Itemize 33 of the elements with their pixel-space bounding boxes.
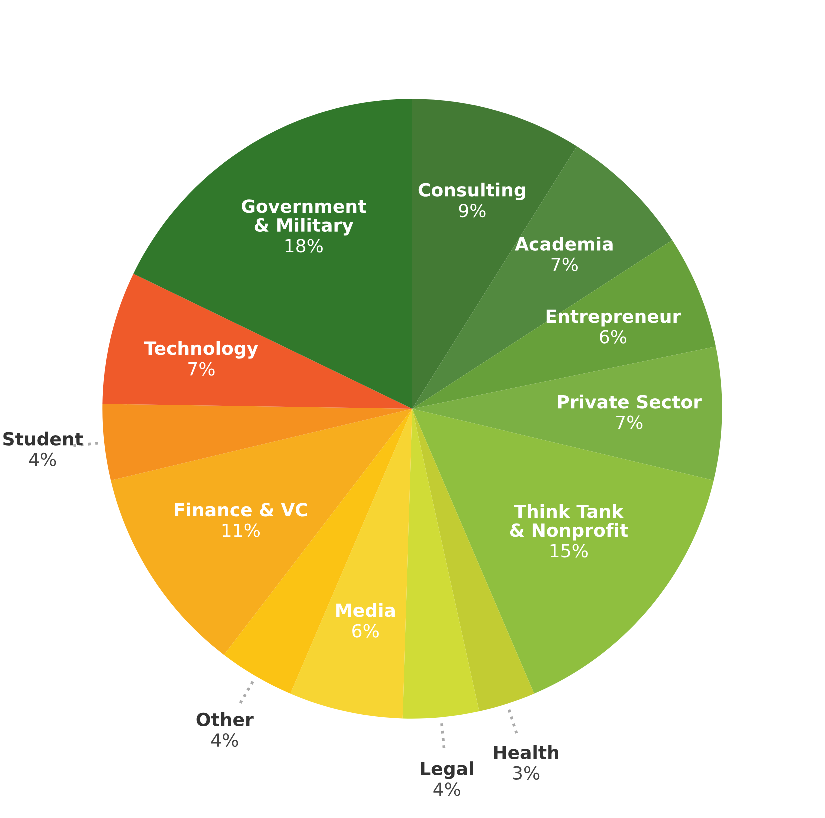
data-label: 11% — [222, 524, 260, 538]
slice-label: Private Sector — [558, 394, 702, 409]
slice-label: Government & Military — [242, 200, 366, 236]
slice-label: Other — [196, 712, 254, 727]
slice-label: Academia — [515, 236, 613, 251]
data-label: 6% — [352, 624, 379, 638]
slice-label: Finance & VC — [175, 502, 308, 517]
pie-slice — [111, 409, 412, 656]
data-label: 18% — [286, 239, 323, 253]
data-label: 9% — [459, 204, 486, 218]
data-label: 7% — [616, 416, 643, 430]
slice-label: Entrepreneur — [546, 310, 682, 327]
pie-slice — [134, 99, 412, 409]
slice-label: Health — [494, 746, 558, 760]
slice-label: Legal — [421, 762, 474, 780]
data-label: 6% — [600, 330, 627, 344]
data-label: 4% — [29, 452, 56, 466]
slice-label: Media — [336, 603, 395, 618]
data-label: 4% — [434, 782, 460, 796]
slice-label: Technology — [144, 341, 258, 359]
data-label: 3% — [513, 766, 540, 780]
data-label: 15% — [550, 544, 588, 558]
pie-slice — [402, 409, 480, 719]
pie-slice — [412, 346, 722, 481]
slice-label: Think Tank & Nonprofit — [510, 504, 628, 541]
data-label: 4% — [211, 733, 238, 748]
data-label: 7% — [188, 362, 215, 376]
slice-label: Student — [4, 432, 84, 446]
slice-label: Consulting — [418, 182, 526, 201]
pie-slice — [102, 404, 412, 481]
pie-slice — [102, 274, 412, 409]
data-label: 7% — [552, 258, 578, 272]
pie-slice — [412, 409, 714, 694]
